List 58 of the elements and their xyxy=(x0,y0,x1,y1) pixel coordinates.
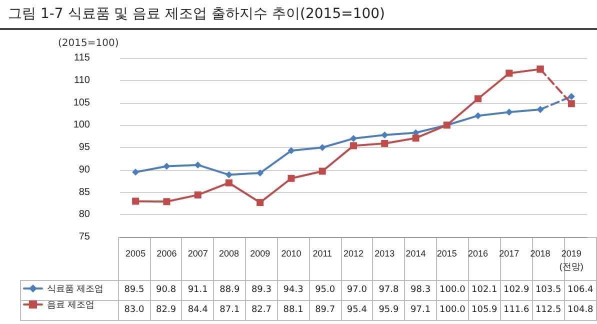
y-tick-label: 110 xyxy=(74,74,90,86)
y-tick-label: 100 xyxy=(73,120,90,131)
x-tick-label: 2015 xyxy=(436,248,457,258)
legend-label: 음료 제조업 xyxy=(47,300,95,310)
x-tick-label: 2011 xyxy=(312,248,332,258)
data-label: 97.0 xyxy=(341,280,373,300)
data-label: 89.3 xyxy=(246,280,278,300)
x-tick-label: 2007 xyxy=(188,248,208,258)
data-label: 82.9 xyxy=(150,300,182,320)
x-tick-label: 2018 xyxy=(530,248,550,258)
text: 106.4 xyxy=(568,285,594,295)
x-tick-label: 2019 (전망) xyxy=(559,248,584,272)
x-tick-label: 2012 xyxy=(343,248,364,258)
data-label: 94.3 xyxy=(277,280,310,300)
data-label: 87.1 xyxy=(214,300,246,320)
data-label: 95.0 xyxy=(309,280,341,300)
x-tick-label: 2006 xyxy=(156,248,177,258)
x-tick-label: 2016 xyxy=(468,248,488,258)
data-label: 88.9 xyxy=(214,280,246,300)
data-label: 111.6 xyxy=(500,300,532,320)
data-label: 83.0 xyxy=(118,300,150,320)
x-tick-label: 2017 xyxy=(499,248,520,258)
data-label: 91.1 xyxy=(182,280,214,300)
x-tick-label: 2008 xyxy=(218,248,239,258)
data-label: 90.8 xyxy=(150,280,182,300)
y-tick-label: 95 xyxy=(78,142,90,153)
data-label: 95.9 xyxy=(372,300,405,320)
data-label: 89.7 xyxy=(309,300,341,320)
data-label: 97.8 xyxy=(372,280,405,300)
data-label: 102.1 xyxy=(468,280,500,300)
x-tick-label: 2009 xyxy=(250,248,270,258)
data-label: 89.5 xyxy=(118,280,150,300)
data-label: 98.3 xyxy=(404,280,436,300)
data-label: 105.9 xyxy=(468,300,500,320)
data-label: 102.9 xyxy=(500,280,532,300)
chart-title: 그림 1-7 식료품 및 음료 제조업 출하지수 추이(2015=100) xyxy=(0,0,597,30)
y-tick-label: 85 xyxy=(78,186,90,198)
y-tick-label: 105 xyxy=(73,97,90,108)
x-tick-label: 2010 xyxy=(281,248,302,258)
y-tick-label: 75 xyxy=(78,232,90,242)
x-tick-label: 2005 xyxy=(126,248,146,258)
data-label: 82.7 xyxy=(246,300,278,320)
y-tick-label: 90 xyxy=(78,164,90,176)
data-label: 95.4 xyxy=(341,300,373,320)
y-tick-label: 115 xyxy=(74,52,90,64)
data-label: 100.0 xyxy=(436,280,468,300)
y-axis-title: (2015=100) xyxy=(58,38,119,49)
data-label: 112.5 xyxy=(532,300,564,320)
x-tick-label: 2013 xyxy=(374,248,395,258)
legend-label: 식료품 제조업 xyxy=(47,284,104,294)
data-label: 84.4 xyxy=(182,300,214,320)
data-label: 97.1 xyxy=(404,300,436,320)
data-label: 100.0 xyxy=(436,300,468,320)
data-label: 88.1 xyxy=(277,300,310,320)
y-tick-label: 80 xyxy=(78,209,90,220)
text: 104.8 xyxy=(568,305,594,315)
data-label: 103.5 xyxy=(532,280,564,300)
x-tick-label: 2014 xyxy=(406,248,426,258)
